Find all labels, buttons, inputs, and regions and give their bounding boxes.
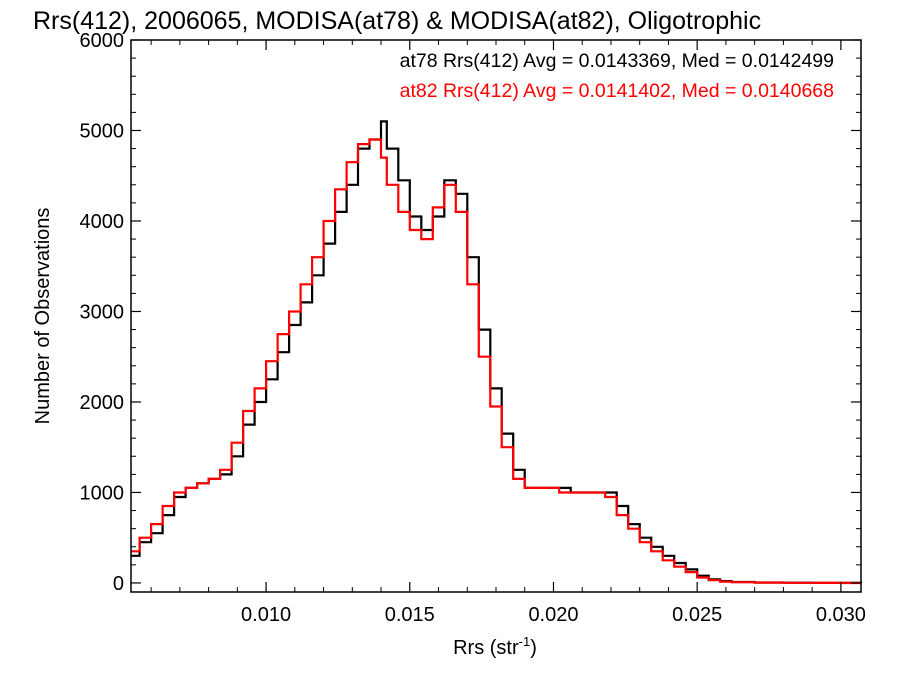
plot-frame bbox=[130, 39, 862, 593]
tick-labels: 0.010 0.015 0.020 0.025 0.030 0 1000 2000 3000 40… bbox=[80, 30, 866, 626]
series-line-at78 bbox=[131, 120, 863, 584]
y-tick-label: 6000 bbox=[80, 30, 125, 52]
series-layer bbox=[131, 120, 863, 585]
x-axis-label-superscript: -1 bbox=[519, 634, 531, 649]
x-axis-label: Rrs (str-1) bbox=[453, 634, 537, 659]
x-tick-label: 0.025 bbox=[672, 604, 722, 626]
annotation-at78-stats: at78 Rrs(412) Avg = 0.0143369, Med = 0.0… bbox=[400, 50, 834, 72]
x-tick-label: 0.030 bbox=[816, 604, 866, 626]
annotation-at82-stats: at82 Rrs(412) Avg = 0.0141402, Med = 0.0… bbox=[400, 80, 834, 102]
y-tick-label: 2000 bbox=[80, 392, 125, 414]
chart-title: Rrs(412), 2006065, MODISA(at78) & MODISA… bbox=[33, 7, 761, 35]
y-tick-label: 4000 bbox=[80, 211, 125, 233]
x-tick-label: 0.015 bbox=[385, 604, 435, 626]
x-axis-label-close: ) bbox=[530, 637, 537, 659]
y-tick-label: 0 bbox=[113, 573, 124, 595]
ticks-layer bbox=[131, 39, 861, 592]
x-tick-label: 0.010 bbox=[241, 604, 291, 626]
x-tick-label: 0.020 bbox=[528, 604, 578, 626]
y-tick-label: 3000 bbox=[80, 301, 125, 323]
x-axis-label-main: Rrs (str bbox=[453, 637, 519, 659]
y-tick-label: 5000 bbox=[80, 120, 125, 142]
series-line-at82 bbox=[131, 138, 861, 585]
y-tick-label: 1000 bbox=[80, 482, 125, 504]
y-axis-label: Number of Observations bbox=[32, 208, 54, 425]
